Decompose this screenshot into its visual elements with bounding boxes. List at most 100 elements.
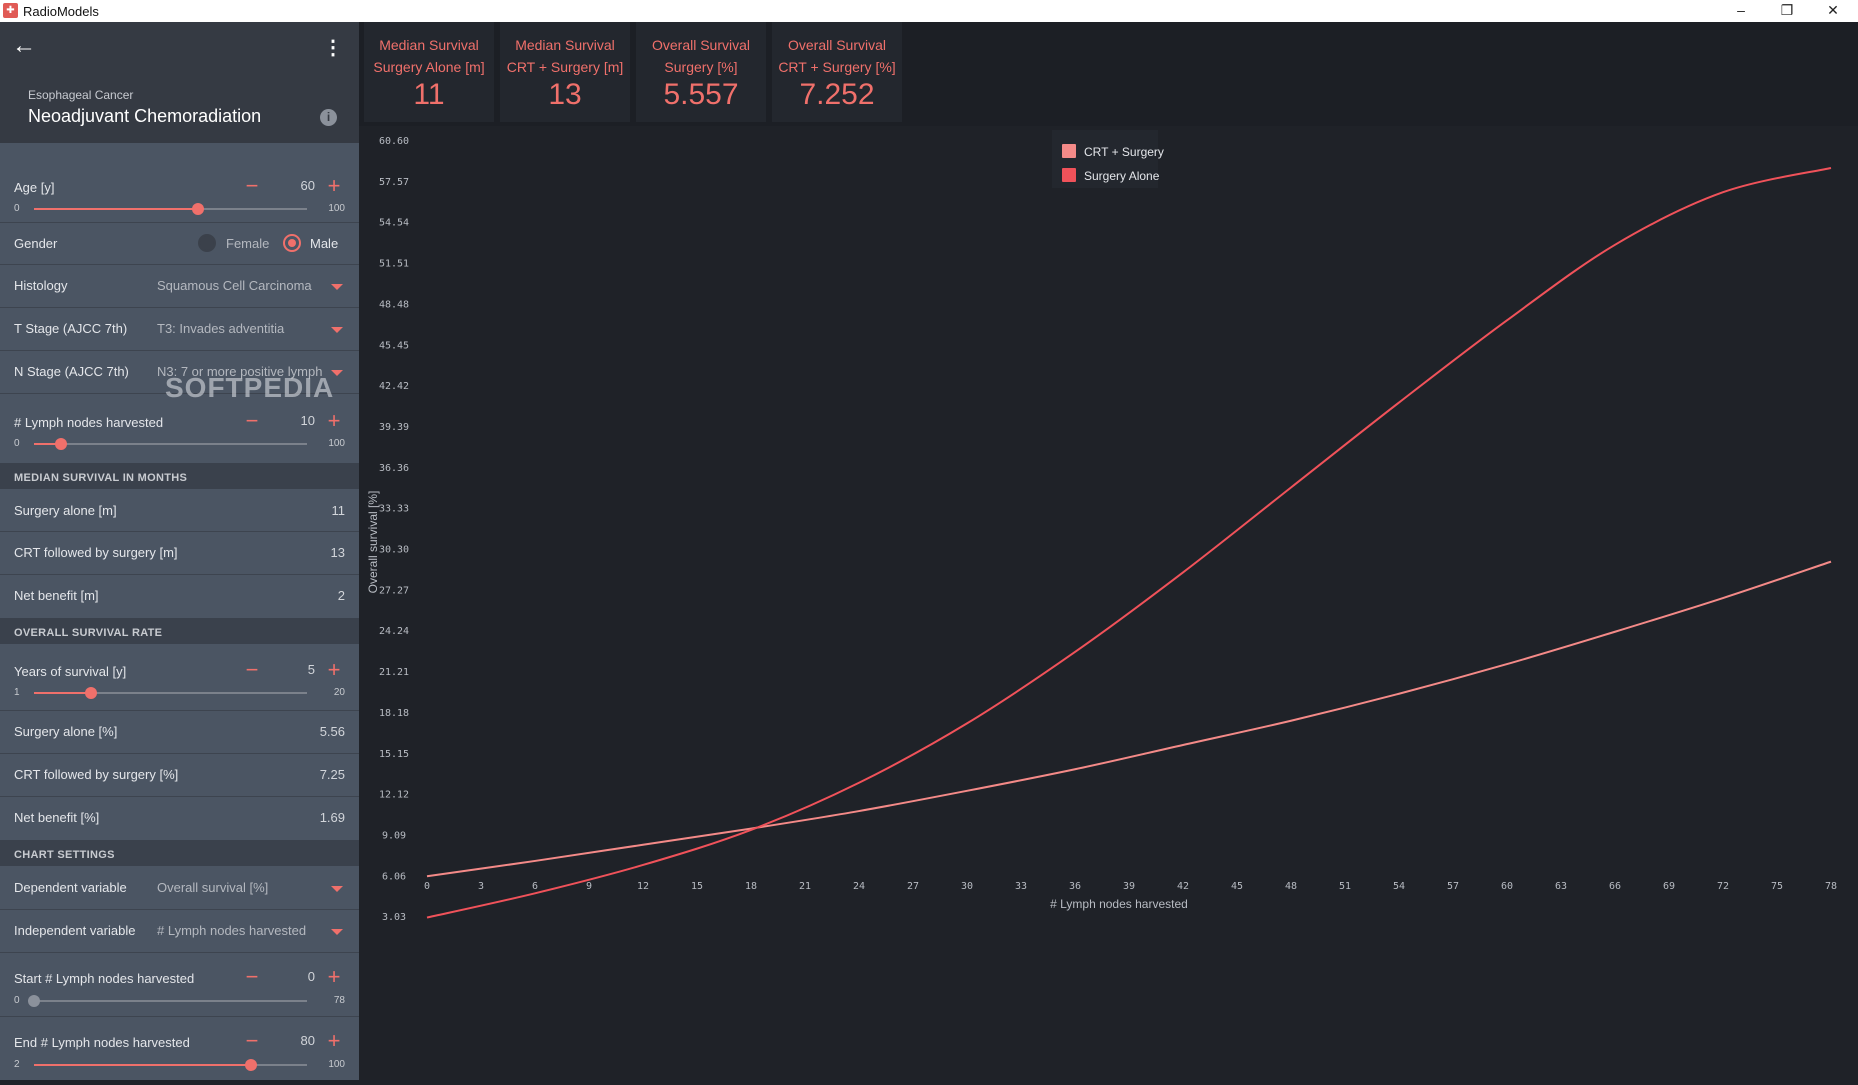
n-stage-select[interactable]: N3: 7 or more positive lymph [157, 364, 323, 379]
slider-max: 100 [328, 203, 345, 214]
minimize-button[interactable]: – [1737, 2, 1745, 18]
y-tick-label: 18.18 [379, 708, 409, 719]
gender-female-radio[interactable] [198, 234, 216, 252]
slider-max: 100 [328, 1059, 345, 1070]
age-label: Age [y] [14, 180, 55, 195]
years-value[interactable]: 5 [307, 662, 315, 677]
decrement-icon[interactable]: − [245, 1028, 259, 1053]
t-stage-select[interactable]: T3: Invades adventitia [157, 321, 285, 336]
y-tick-label: 3.03 [382, 912, 406, 923]
dropdown-caret-icon[interactable] [331, 929, 343, 935]
t-stage-row[interactable]: T Stage (AJCC 7th) T3: Invades adventiti… [0, 307, 359, 351]
card-subtitle: Surgery Alone [m] [373, 59, 485, 75]
end-stepper[interactable]: − 80 + [241, 1030, 345, 1054]
lymph-slider[interactable]: 0 100 [14, 437, 345, 451]
median-row-label: CRT followed by surgery [m] [14, 545, 178, 560]
histology-row[interactable]: Histology Squamous Cell Carcinoma [0, 264, 359, 308]
years-stepper[interactable]: − 5 + [241, 659, 345, 683]
x-tick-label: 48 [1285, 881, 1297, 892]
slider-fill [34, 208, 198, 210]
dropdown-caret-icon[interactable] [331, 327, 343, 333]
overall-row-label: Net benefit [%] [14, 810, 100, 825]
back-arrow-icon[interactable]: ← [12, 32, 36, 59]
y-tick-label: 54.54 [379, 218, 409, 229]
y-tick-label: 24.24 [379, 626, 409, 637]
dependent-select[interactable]: Overall survival [%] [157, 880, 269, 895]
gender-male-label[interactable]: Male [310, 236, 339, 251]
more-vert-icon[interactable]: ⋮ [323, 37, 343, 59]
end-value[interactable]: 80 [300, 1033, 315, 1048]
x-tick-label: 54 [1393, 881, 1405, 892]
dropdown-caret-icon[interactable] [331, 284, 343, 290]
independent-select[interactable]: # Lymph nodes harvested [157, 923, 307, 938]
x-tick-label: 33 [1015, 881, 1027, 892]
slider-fill [34, 692, 92, 694]
slider-max: 20 [333, 687, 345, 698]
increment-icon[interactable]: + [327, 657, 341, 682]
n-stage-label: N Stage (AJCC 7th) [14, 364, 129, 379]
card-subtitle: Surgery [%] [664, 59, 738, 75]
slider-track[interactable] [28, 995, 307, 1007]
dependent-row[interactable]: Dependent variable Overall survival [%] [0, 866, 359, 910]
n-stage-row[interactable]: N Stage (AJCC 7th) N3: 7 or more positiv… [0, 350, 359, 394]
independent-label: Independent variable [14, 923, 136, 938]
t-stage-label: T Stage (AJCC 7th) [14, 321, 128, 336]
dropdown-caret-icon[interactable] [331, 886, 343, 892]
summary-card: Median Survival CRT + Surgery [m] 13 [500, 22, 630, 122]
card-title: Overall Survival [651, 37, 751, 53]
slider-fill [34, 1064, 252, 1066]
x-tick-label: 63 [1555, 881, 1567, 892]
dependent-label: Dependent variable [14, 880, 127, 895]
increment-icon[interactable]: + [327, 408, 341, 433]
slider-track[interactable] [34, 438, 307, 450]
median-row: CRT followed by surgery [m] 13 [0, 531, 359, 575]
slider-thumb[interactable] [191, 203, 204, 215]
lymph-stepper[interactable]: − 10 + [241, 410, 345, 434]
age-value[interactable]: 60 [300, 178, 315, 193]
start-value[interactable]: 0 [307, 969, 315, 984]
restore-button[interactable]: ❐ [1780, 2, 1794, 18]
slider-track[interactable] [34, 687, 307, 699]
years-slider[interactable]: 1 20 [14, 686, 345, 700]
info-icon[interactable]: i [320, 109, 337, 126]
chart-settings-header: CHART SETTINGS [0, 840, 359, 866]
y-tick-label: 30.30 [379, 545, 409, 556]
gender-female-label[interactable]: Female [226, 236, 270, 251]
decrement-icon[interactable]: − [245, 408, 259, 433]
decrement-icon[interactable]: − [245, 173, 259, 198]
histology-select[interactable]: Squamous Cell Carcinoma [157, 278, 312, 293]
section-title: OVERALL SURVIVAL RATE [14, 627, 163, 639]
y-tick-label: 48.48 [379, 299, 409, 310]
age-stepper[interactable]: − 60 + [241, 175, 345, 199]
lymph-value[interactable]: 10 [300, 413, 315, 428]
x-tick-label: 60 [1501, 881, 1513, 892]
slider-track[interactable] [34, 203, 307, 215]
increment-icon[interactable]: + [327, 1028, 341, 1053]
start-slider[interactable]: 0 78 [14, 994, 345, 1008]
slider-thumb[interactable] [28, 995, 40, 1007]
increment-icon[interactable]: + [327, 964, 341, 989]
card-subtitle: CRT + Surgery [m] [506, 59, 624, 75]
slider-track[interactable] [34, 1059, 307, 1071]
overall-row: Net benefit [%] 1.69 [0, 796, 359, 841]
overall-row-value: 1.69 [319, 810, 345, 825]
close-button[interactable]: ✕ [1827, 2, 1839, 18]
increment-icon[interactable]: + [327, 173, 341, 198]
y-tick-label: 15.15 [379, 749, 409, 760]
age-slider[interactable]: 0 100 [14, 202, 345, 216]
end-slider[interactable]: 2 100 [14, 1058, 345, 1072]
slider-thumb[interactable] [85, 687, 98, 699]
decrement-icon[interactable]: − [245, 657, 259, 682]
decrement-icon[interactable]: − [245, 964, 259, 989]
gender-male-radio[interactable] [283, 234, 301, 252]
slider-thumb[interactable] [245, 1059, 258, 1071]
slider-thumb[interactable] [55, 438, 68, 450]
summary-card: Overall Survival CRT + Surgery [%] 7.252 [772, 22, 902, 122]
x-tick-label: 21 [799, 881, 811, 892]
slider-min: 0 [14, 438, 20, 449]
independent-row[interactable]: Independent variable # Lymph nodes harve… [0, 909, 359, 953]
card-title: Overall Survival [787, 37, 887, 53]
start-stepper[interactable]: − 0 + [241, 966, 345, 990]
summary-bar: Median Survival Surgery Alone [m] 11 Med… [359, 22, 1858, 126]
dropdown-caret-icon[interactable] [331, 370, 343, 376]
